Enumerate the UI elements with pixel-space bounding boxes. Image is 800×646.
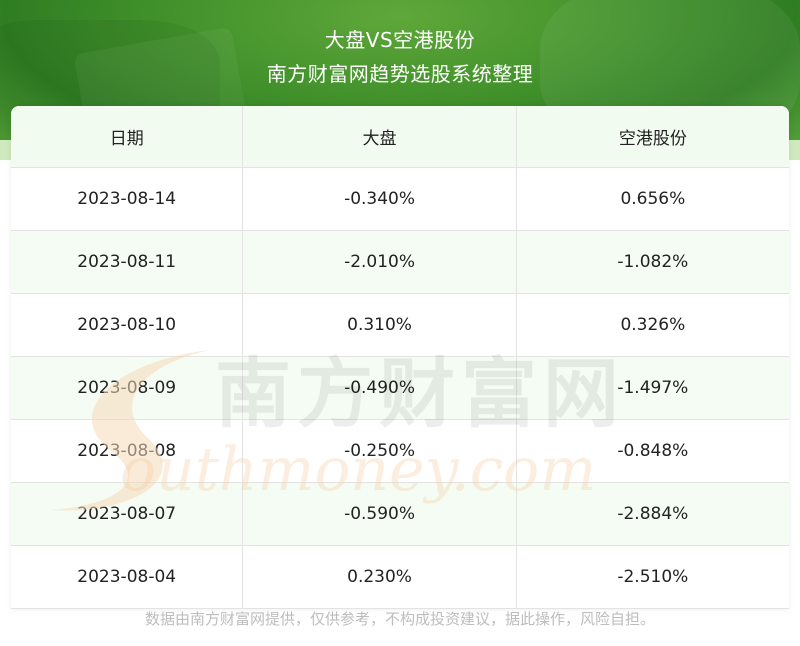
table-row: 2023-08-10 0.310% 0.326%: [11, 294, 789, 357]
header-banner: 大盘VS空港股份 南方财富网趋势选股系统整理: [0, 0, 800, 160]
cell-date: 2023-08-11: [11, 231, 244, 293]
column-header-date: 日期: [11, 106, 244, 167]
cell-market: 0.310%: [243, 294, 517, 356]
cell-stock: 0.326%: [620, 315, 686, 335]
cell-market: -0.590%: [243, 483, 517, 545]
cell-stock: -1.497%: [617, 378, 689, 398]
table-header-row: 日期 大盘 空港股份: [11, 106, 789, 168]
column-header-market: 大盘: [243, 106, 517, 167]
page-subtitle: 南方财富网趋势选股系统整理: [266, 62, 534, 86]
disclaimer-text: 数据由南方财富网提供，仅供参考，不构成投资建议，据此操作，风险自担。: [144, 610, 655, 628]
cell-date: 2023-08-04: [11, 546, 244, 608]
page-title: 大盘VS空港股份: [324, 28, 476, 52]
cell-date: 2023-08-10: [11, 294, 244, 356]
comparison-table: 日期 大盘 空港股份 2023-08-14 -0.340% 0.656% 202…: [11, 106, 789, 609]
table-row: 2023-08-04 0.230% -2.510%: [11, 546, 789, 609]
column-header-stock: 空港股份: [618, 129, 687, 149]
cell-stock: -0.848%: [617, 441, 689, 461]
cell-stock: -2.510%: [617, 567, 689, 587]
table-row: 2023-08-09 -0.490% -1.497%: [11, 357, 789, 420]
cell-market: -2.010%: [243, 231, 517, 293]
cell-market: 0.230%: [243, 546, 517, 608]
cell-date: 2023-08-09: [11, 357, 244, 419]
cell-stock: -2.884%: [617, 504, 689, 524]
cell-market: -0.250%: [243, 420, 517, 482]
table-row: 2023-08-14 -0.340% 0.656%: [11, 168, 789, 231]
table-row: 2023-08-07 -0.590% -2.884%: [11, 483, 789, 546]
cell-date: 2023-08-08: [11, 420, 244, 482]
table-row: 2023-08-08 -0.250% -0.848%: [11, 420, 789, 483]
cell-date: 2023-08-14: [11, 168, 244, 230]
cell-market: -0.340%: [243, 168, 517, 230]
cell-stock: -1.082%: [617, 252, 689, 272]
cell-market: -0.490%: [243, 357, 517, 419]
table-row: 2023-08-11 -2.010% -1.082%: [11, 231, 789, 294]
cell-date: 2023-08-07: [11, 483, 244, 545]
cell-stock: 0.656%: [620, 189, 686, 209]
